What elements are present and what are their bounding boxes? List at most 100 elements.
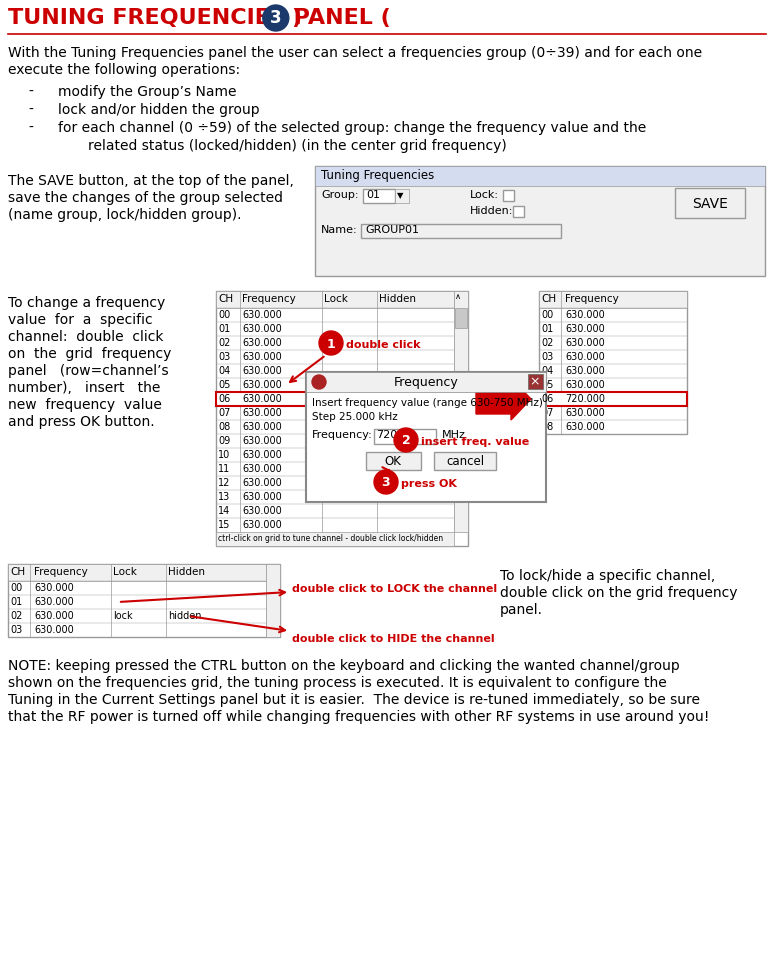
Text: Hidden: Hidden <box>168 567 205 577</box>
Text: double click on the grid frequency: double click on the grid frequency <box>500 586 738 600</box>
Text: 630.000: 630.000 <box>242 380 282 390</box>
Text: Frequency: Frequency <box>394 376 458 389</box>
Text: -: - <box>28 103 33 117</box>
Text: Name:: Name: <box>321 225 358 235</box>
Text: Tuning in the Current Settings panel but it is easier.  The device is re-tuned i: Tuning in the Current Settings panel but… <box>8 693 700 707</box>
Text: 630.000: 630.000 <box>34 625 74 635</box>
Text: 630.000: 630.000 <box>565 310 604 320</box>
FancyBboxPatch shape <box>8 564 280 637</box>
Text: 630.000: 630.000 <box>242 394 282 404</box>
Text: 01: 01 <box>366 190 380 200</box>
Text: 02: 02 <box>218 338 231 348</box>
Text: Lock:: Lock: <box>470 190 499 200</box>
Text: 630.000: 630.000 <box>242 436 282 446</box>
Text: ▼: ▼ <box>397 191 403 200</box>
Text: 630.000: 630.000 <box>34 583 74 593</box>
Text: 02: 02 <box>541 338 553 348</box>
Text: and press OK button.: and press OK button. <box>8 415 155 429</box>
Text: ): ) <box>291 8 301 28</box>
Text: 630.000: 630.000 <box>242 338 282 348</box>
FancyBboxPatch shape <box>8 564 280 581</box>
FancyBboxPatch shape <box>455 308 467 328</box>
Text: panel   (row=channel’s: panel (row=channel’s <box>8 364 169 378</box>
Text: NOTE: keeping pressed the CTRL button on the keyboard and clicking the wanted ch: NOTE: keeping pressed the CTRL button on… <box>8 659 680 673</box>
Text: 15: 15 <box>218 520 231 530</box>
Text: lock and/or hidden the group: lock and/or hidden the group <box>58 103 259 117</box>
Text: ctrl-click on grid to tune channel - double click lock/hidden: ctrl-click on grid to tune channel - dou… <box>218 534 444 543</box>
Text: 2: 2 <box>402 434 410 448</box>
Text: Frequency:: Frequency: <box>312 430 373 440</box>
Text: 02: 02 <box>10 611 22 621</box>
Text: 06: 06 <box>218 394 230 404</box>
Text: for each channel (0 ÷59) of the selected group: change the frequency value and t: for each channel (0 ÷59) of the selected… <box>58 121 646 135</box>
Text: 630.000: 630.000 <box>565 366 604 376</box>
FancyBboxPatch shape <box>539 291 687 434</box>
Text: 00: 00 <box>10 583 22 593</box>
FancyBboxPatch shape <box>513 206 524 217</box>
Text: CH: CH <box>10 567 25 577</box>
Text: shown on the frequencies grid, the tuning process is executed. It is equivalent : shown on the frequencies grid, the tunin… <box>8 676 666 690</box>
Text: insert freq. value: insert freq. value <box>421 437 529 447</box>
Circle shape <box>312 375 326 389</box>
Text: on  the  grid  frequency: on the grid frequency <box>8 347 171 361</box>
Text: 00: 00 <box>218 310 230 320</box>
Text: Insert frequency value (range 630-750 MHz): Insert frequency value (range 630-750 MH… <box>312 398 543 408</box>
Circle shape <box>319 331 343 355</box>
Text: Group:: Group: <box>321 190 358 200</box>
Text: 630.000: 630.000 <box>242 506 282 516</box>
FancyBboxPatch shape <box>366 452 421 470</box>
Text: lock: lock <box>113 611 132 621</box>
Text: TUNING FREQUENCIES PANEL (: TUNING FREQUENCIES PANEL ( <box>8 8 391 28</box>
Text: SAVE: SAVE <box>692 197 728 211</box>
FancyBboxPatch shape <box>266 564 280 637</box>
FancyBboxPatch shape <box>216 532 454 546</box>
FancyBboxPatch shape <box>216 291 468 308</box>
Text: hidden: hidden <box>168 611 201 621</box>
Text: 04: 04 <box>541 366 553 376</box>
Text: 06: 06 <box>218 394 230 404</box>
Text: 01: 01 <box>541 324 553 334</box>
Text: 720.000: 720.000 <box>565 394 605 404</box>
FancyBboxPatch shape <box>216 392 454 406</box>
FancyBboxPatch shape <box>374 429 436 444</box>
Text: new  frequency  value: new frequency value <box>8 398 162 412</box>
FancyBboxPatch shape <box>363 189 395 203</box>
Text: CH: CH <box>541 294 557 304</box>
Circle shape <box>374 470 398 494</box>
Text: 630.000: 630.000 <box>242 394 282 404</box>
Text: double click: double click <box>346 340 420 350</box>
Text: 01: 01 <box>10 597 22 607</box>
Text: OK: OK <box>385 455 402 468</box>
Text: 11: 11 <box>218 464 230 474</box>
Text: ∧: ∧ <box>455 292 461 301</box>
Text: 630.000: 630.000 <box>242 520 282 530</box>
Text: Tuning Frequencies: Tuning Frequencies <box>321 169 434 182</box>
Text: modify the Group’s Name: modify the Group’s Name <box>58 85 237 99</box>
FancyBboxPatch shape <box>539 291 687 308</box>
FancyBboxPatch shape <box>528 374 543 389</box>
Circle shape <box>263 5 289 31</box>
Text: 06: 06 <box>541 394 553 404</box>
Text: Step 25.000 kHz: Step 25.000 kHz <box>312 412 398 422</box>
Text: 06: 06 <box>541 394 553 404</box>
Text: GROUP01: GROUP01 <box>365 225 419 235</box>
Text: CH: CH <box>218 294 233 304</box>
FancyBboxPatch shape <box>315 166 765 276</box>
Text: 630.000: 630.000 <box>242 310 282 320</box>
FancyBboxPatch shape <box>395 189 409 203</box>
Text: 01: 01 <box>218 324 230 334</box>
FancyBboxPatch shape <box>216 291 468 546</box>
Text: Lock: Lock <box>113 567 137 577</box>
Text: 720.000: 720.000 <box>565 394 605 404</box>
Text: 630.000: 630.000 <box>242 408 282 418</box>
FancyBboxPatch shape <box>361 224 561 238</box>
FancyBboxPatch shape <box>539 392 687 406</box>
Text: 07: 07 <box>541 408 553 418</box>
Text: 630.000: 630.000 <box>34 597 74 607</box>
Text: 630.000: 630.000 <box>242 464 282 474</box>
Text: 03: 03 <box>541 352 553 362</box>
Text: 630.000: 630.000 <box>242 324 282 334</box>
Text: -: - <box>28 85 33 99</box>
Text: 03: 03 <box>218 352 230 362</box>
Text: 630.000: 630.000 <box>34 611 74 621</box>
